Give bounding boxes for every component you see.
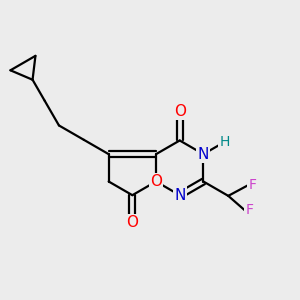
Text: N: N bbox=[174, 188, 185, 203]
Text: N: N bbox=[198, 147, 209, 162]
Text: F: F bbox=[248, 178, 256, 193]
Text: H: H bbox=[220, 135, 230, 149]
Text: O: O bbox=[150, 174, 162, 189]
Text: O: O bbox=[126, 215, 138, 230]
Text: O: O bbox=[174, 104, 186, 119]
Text: F: F bbox=[245, 203, 253, 217]
